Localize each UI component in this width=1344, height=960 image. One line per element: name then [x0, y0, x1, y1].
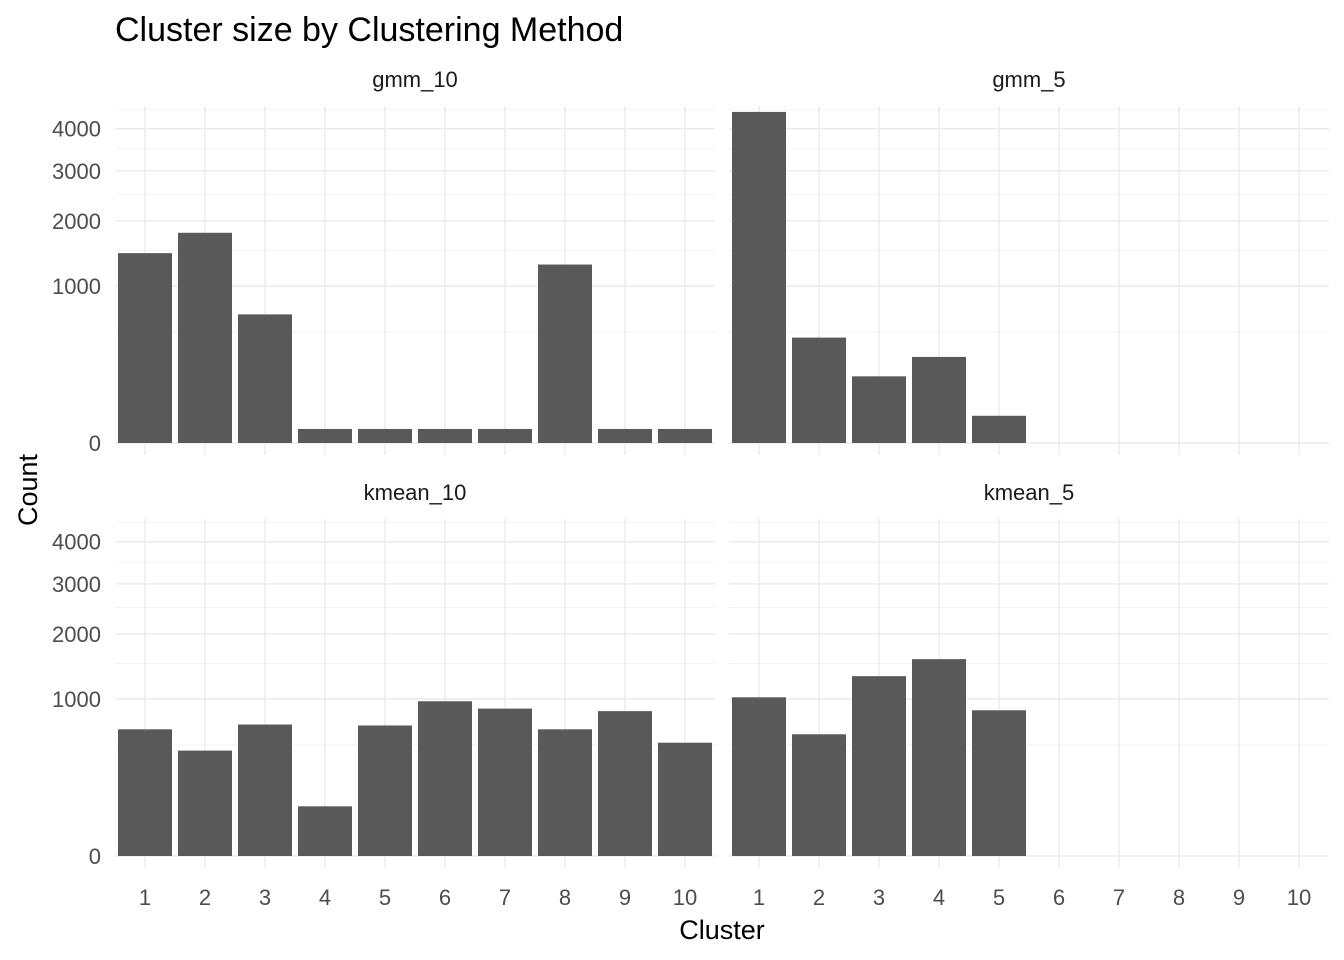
chart-title: Cluster size by Clustering Method [115, 11, 623, 49]
y-tick-label: 2000 [52, 622, 101, 647]
x-tick-label: 5 [379, 885, 391, 910]
bar-gmm_10-8 [538, 264, 592, 443]
y-tick-label: 3000 [52, 159, 101, 184]
bar-kmean_5-2 [792, 734, 846, 856]
bar-gmm_10-2 [178, 232, 232, 443]
bar-gmm_10-9 [598, 428, 652, 443]
bar-gmm_10-4 [298, 428, 352, 443]
bar-gmm_5-2 [792, 337, 846, 443]
facet-strip-label: gmm_10 [372, 67, 458, 92]
facet-strip-label: gmm_5 [992, 67, 1065, 92]
bar-kmean_10-2 [178, 750, 232, 856]
x-tick-label: 1 [753, 885, 765, 910]
x-tick-label: 10 [1287, 885, 1311, 910]
panel-kmean_5: kmean_5 1 2 3 4 5 6 7 8 9 10 [729, 480, 1329, 910]
x-tick-label: 8 [1173, 885, 1185, 910]
x-tick-label: 9 [619, 885, 631, 910]
facet-strip-label: kmean_10 [364, 480, 467, 505]
bar-kmean_10-9 [598, 711, 652, 856]
y-tick-label: 4000 [52, 117, 101, 142]
bar-gmm_10-6 [418, 428, 472, 443]
y-tick-label: 0 [89, 844, 101, 869]
x-tick-label: 4 [933, 885, 945, 910]
bar-kmean_5-5 [972, 710, 1026, 856]
bar-gmm_5-5 [972, 415, 1026, 443]
bar-kmean_10-3 [238, 724, 292, 856]
bar-kmean_10-4 [298, 806, 352, 856]
bar-kmean_10-6 [418, 701, 472, 856]
bar-kmean_10-7 [478, 708, 532, 856]
bar-kmean_5-3 [852, 676, 906, 856]
y-tick-label: 1000 [52, 274, 101, 299]
x-tick-label: 3 [259, 885, 271, 910]
bar-gmm_10-10 [658, 428, 712, 443]
x-tick-label: 6 [1053, 885, 1065, 910]
x-tick-label: 6 [439, 885, 451, 910]
y-tick-label: 0 [89, 431, 101, 456]
x-tick-label: 8 [559, 885, 571, 910]
x-tick-label: 7 [1113, 885, 1125, 910]
bar-kmean_10-8 [538, 729, 592, 856]
bar-kmean_5-4 [912, 659, 966, 856]
y-tick-label: 2000 [52, 209, 101, 234]
panel-gmm_10: gmm_10 0 1000 2000 3000 4000 [52, 67, 715, 456]
bar-gmm_10-5 [358, 428, 412, 443]
panels-layer: gmm_10 0 1000 2000 3000 4000 gmm_5 kmean_10 0 100… [52, 67, 1329, 910]
facet-strip-label: kmean_5 [984, 480, 1075, 505]
panel-kmean_10: kmean_10 0 1000 2000 3000 4000 1 2 3 4 5 6 7 8 9 10 [52, 480, 715, 910]
bar-kmean_10-1 [118, 729, 172, 856]
bar-gmm_10-7 [478, 428, 532, 443]
x-tick-label: 7 [499, 885, 511, 910]
x-axis-title: Cluster [679, 915, 765, 945]
x-tick-label: 5 [993, 885, 1005, 910]
y-tick-label: 4000 [52, 530, 101, 555]
bar-kmean_10-5 [358, 725, 412, 856]
bar-gmm_5-3 [852, 376, 906, 443]
bar-gmm_10-3 [238, 314, 292, 443]
bar-kmean_5-1 [732, 697, 786, 856]
y-tick-label: 1000 [52, 687, 101, 712]
x-tick-label: 2 [199, 885, 211, 910]
x-tick-label: 1 [139, 885, 151, 910]
x-tick-label: 9 [1233, 885, 1245, 910]
x-tick-label: 10 [673, 885, 697, 910]
bar-gmm_5-1 [732, 111, 786, 443]
y-axis-title: Count [13, 453, 43, 526]
x-tick-label: 4 [319, 885, 331, 910]
x-tick-label: 3 [873, 885, 885, 910]
bar-gmm_10-1 [118, 253, 172, 443]
x-tick-label: 2 [813, 885, 825, 910]
y-tick-label: 3000 [52, 572, 101, 597]
bar-gmm_5-4 [912, 356, 966, 443]
bar-kmean_10-10 [658, 742, 712, 856]
panel-gmm_5: gmm_5 [729, 67, 1329, 455]
